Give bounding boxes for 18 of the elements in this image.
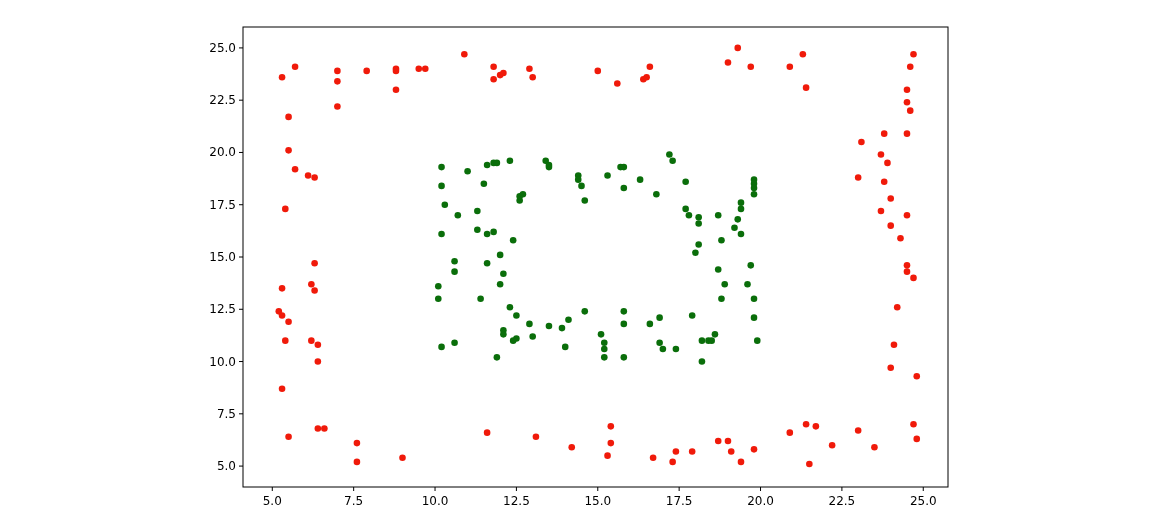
y-tick-label: 12.5	[209, 302, 236, 317]
x-tick-label: 22.5	[828, 494, 856, 508]
x-tick-label: 12.5	[503, 494, 530, 508]
y-tick-label: 25.0	[209, 40, 236, 55]
y-tick-label: 20.0	[209, 145, 236, 160]
y-tick-label: 17.5	[209, 197, 236, 212]
x-tick-label: 25.0	[909, 494, 937, 508]
x-tick-label: 7.5	[344, 494, 364, 508]
x-tick-label: 20.0	[747, 494, 774, 508]
y-tick-label: 7.5	[216, 406, 236, 421]
x-tick-label: 5.0	[262, 494, 282, 508]
y-tick-label: 22.5	[209, 93, 236, 108]
y-tick-label: 10.0	[209, 354, 236, 369]
x-tick-label: 17.5	[665, 494, 693, 508]
x-tick-label: 10.0	[421, 494, 449, 508]
x-tick-label: 15.0	[584, 494, 612, 508]
y-tick-label: 15.0	[209, 250, 236, 264]
y-tick-label: 5.0	[216, 459, 236, 474]
